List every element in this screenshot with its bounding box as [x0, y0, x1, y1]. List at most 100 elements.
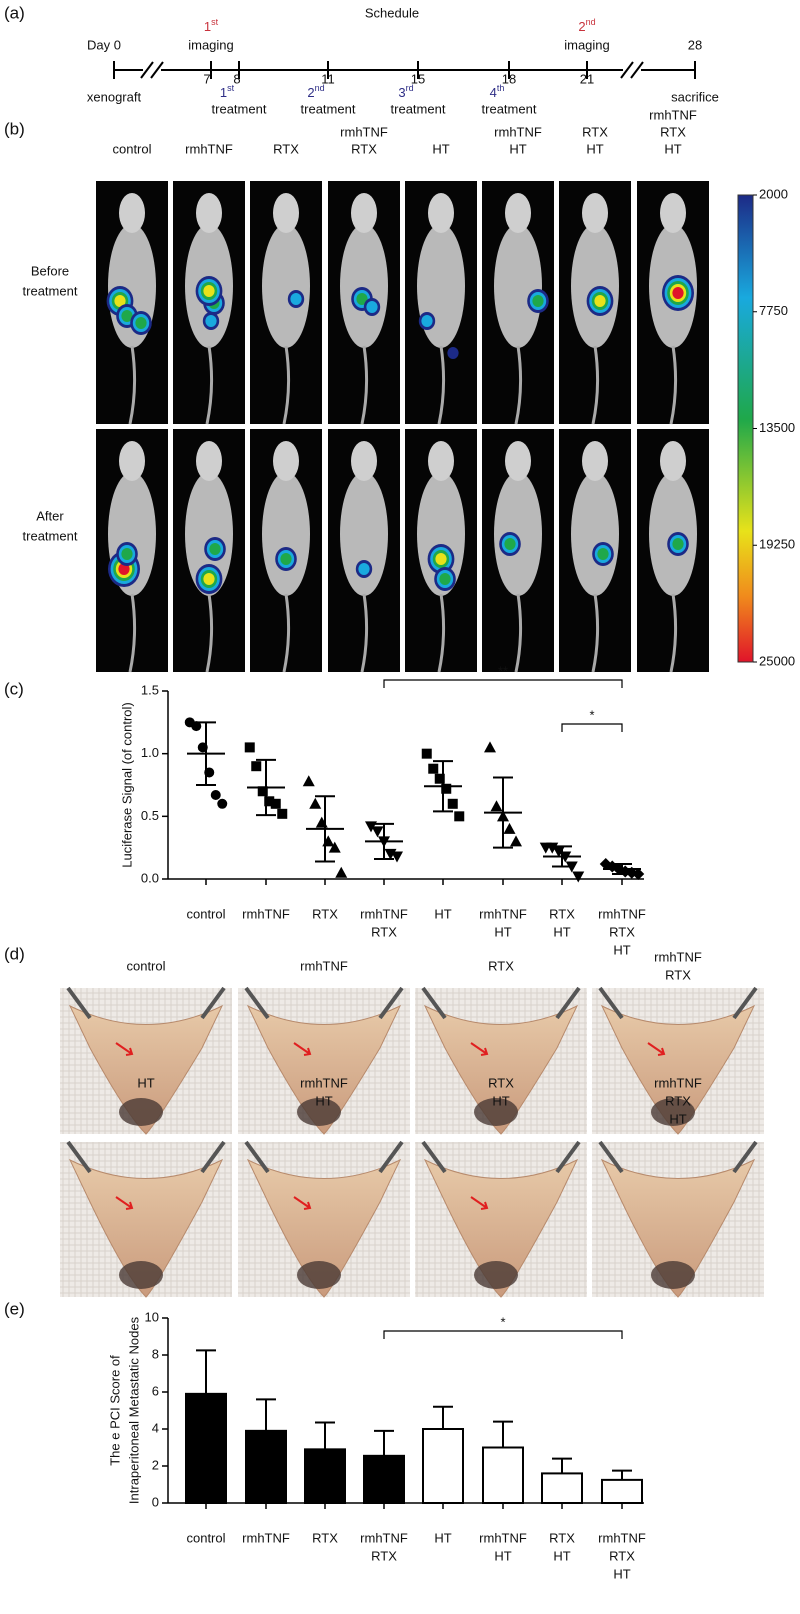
- day-label: 11: [321, 71, 335, 86]
- row-label: After: [36, 508, 64, 523]
- x-tick-label: rmhTNF: [598, 906, 646, 921]
- photo-label: HT: [492, 1093, 509, 1108]
- y-tick-label: 0: [152, 1494, 159, 1509]
- significance-bracket: [561, 723, 623, 732]
- mouse-head: [582, 193, 608, 233]
- mouse-tail: [205, 593, 214, 673]
- data-point: [371, 826, 384, 838]
- signal-spot: [504, 538, 516, 550]
- panel-label: (a): [4, 3, 25, 22]
- group-label: RTX: [351, 141, 377, 156]
- mouse-head: [582, 441, 608, 481]
- data-point: [210, 790, 221, 801]
- y-tick-label: 10: [145, 1309, 159, 1324]
- x-tick-label: HT: [434, 906, 451, 921]
- x-tick-label: control: [186, 906, 225, 921]
- bar: [601, 1478, 643, 1504]
- mouse-tail: [128, 345, 137, 425]
- x-tick-label: RTX: [549, 906, 575, 921]
- photo-label: HT: [137, 1075, 154, 1090]
- y-axis-label: The e PCI Score of: [107, 1355, 122, 1466]
- photo-label: rmhTNF: [654, 1075, 702, 1090]
- forceps: [421, 1140, 581, 1174]
- sd-bar: [612, 862, 632, 875]
- data-point: [217, 798, 228, 809]
- signal-spot: [290, 293, 302, 305]
- group-label: HT: [664, 141, 681, 156]
- signal-spot: [114, 295, 126, 307]
- y-tick-label: 0.5: [141, 808, 159, 823]
- bar: [482, 1446, 524, 1504]
- signal-spot: [203, 573, 215, 585]
- treatment-label: treatment: [212, 101, 267, 116]
- significance-label: **: [498, 663, 508, 678]
- treatment-label: treatment: [301, 101, 356, 116]
- timeline-break-mark: [630, 61, 644, 79]
- photo-label: RTX: [488, 1075, 514, 1090]
- photo-label: HT: [315, 1093, 332, 1108]
- signal-spot: [439, 573, 451, 585]
- data-point: [244, 742, 255, 753]
- colorbar-tick-label: 2000: [759, 186, 788, 201]
- timeline-break-mark: [620, 61, 634, 79]
- signal-spot: [118, 563, 130, 575]
- group-label: rmhTNF: [494, 124, 542, 139]
- bar: [422, 1428, 464, 1504]
- signal-spot: [121, 310, 133, 322]
- y-tick-label: 0.0: [141, 870, 159, 885]
- treatment-ordinal-suffix: th: [497, 83, 505, 93]
- arrow: [647, 1042, 666, 1056]
- mouse-tail: [437, 593, 446, 673]
- tissue: [68, 1158, 224, 1298]
- mouse-tail: [591, 593, 600, 673]
- y-axis-label: Luciferase Signal (of control): [119, 702, 134, 867]
- day-label: 15: [411, 71, 425, 86]
- treatment-ordinal-number: 1: [220, 85, 227, 100]
- mouse-head: [505, 441, 531, 481]
- signal-spot: [121, 548, 133, 560]
- data-point: [632, 867, 645, 880]
- x-tick-label: rmhTNF: [479, 1530, 527, 1545]
- bar: [245, 1429, 287, 1504]
- row-label: treatment: [23, 528, 78, 543]
- sd-bar: [552, 845, 572, 868]
- treatment-ordinal-suffix: st: [227, 83, 235, 93]
- data-point: [335, 866, 348, 878]
- tissue-dark: [119, 1261, 163, 1289]
- treatment-ordinal-number: 4: [490, 85, 497, 100]
- group-label: rmhTNF: [340, 124, 388, 139]
- data-point: [428, 763, 439, 774]
- imaging-label: imaging: [564, 37, 610, 52]
- tissue-dark: [474, 1098, 518, 1126]
- group-label: rmhTNF: [185, 141, 233, 156]
- day-label: 7: [203, 71, 210, 86]
- x-tick-label: RTX: [312, 906, 338, 921]
- mouse-head: [505, 193, 531, 233]
- imaging-label: imaging: [188, 37, 234, 52]
- y-tick-label: 4: [152, 1420, 159, 1435]
- tissue: [423, 1004, 579, 1135]
- x-tick-label: RTX: [609, 924, 635, 939]
- photo-label: control: [126, 958, 165, 973]
- sd-bar: [315, 795, 335, 863]
- arrow: [470, 1196, 489, 1210]
- signal-spot: [532, 295, 544, 307]
- mouse-body: [571, 224, 619, 348]
- timeline-break-mark: [150, 61, 164, 79]
- tissue-dark: [297, 1261, 341, 1289]
- mouse-tail: [514, 345, 523, 425]
- y-tick-label: 1.5: [141, 682, 159, 697]
- mouse-body: [340, 224, 388, 348]
- forceps: [421, 986, 581, 1020]
- mouse-head: [119, 441, 145, 481]
- data-point: [490, 800, 503, 812]
- mouse-tail: [437, 345, 446, 425]
- sd-bar: [493, 776, 513, 849]
- mouse-head: [351, 193, 377, 233]
- signal-spot: [135, 317, 147, 329]
- significance-bracket: [383, 1330, 623, 1339]
- signal-spot: [597, 548, 609, 560]
- bar: [185, 1392, 227, 1504]
- bar: [304, 1448, 346, 1504]
- tissue: [600, 1004, 756, 1135]
